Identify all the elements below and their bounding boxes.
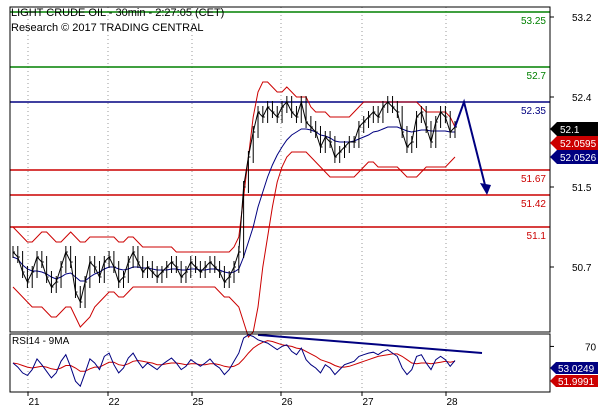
value-badge-label: 52.0526 <box>560 153 597 164</box>
bollinger-upper-line <box>12 81 456 253</box>
chart-title: LIGHT CRUDE OIL - 30min - 2:27:05 (CET) <box>11 7 224 19</box>
value-badge-upper-band: 52.0595 <box>550 136 598 150</box>
x-tick-label: 26 <box>281 397 293 408</box>
rsi-line <box>12 334 456 388</box>
x-tick-label: 25 <box>192 397 204 408</box>
y-tick-label: 51.5 <box>572 183 592 194</box>
level-label: 52.7 <box>527 71 547 82</box>
rsi-divergence-trendline <box>257 333 483 355</box>
rsi-ma-line <box>12 340 456 372</box>
price-panel-frame <box>9 6 551 333</box>
value-badge-label: 52.1 <box>560 125 580 136</box>
y-tick-label: 50.7 <box>572 263 592 274</box>
bollinger-lower-line <box>12 151 456 338</box>
rsi-badge-shape <box>550 362 598 374</box>
value-badge-last-price: 52.1 <box>550 122 598 136</box>
level-label: 52.35 <box>521 106 546 117</box>
value-badge-shape <box>550 150 598 164</box>
level-label: 53.25 <box>521 16 546 27</box>
value-badge-shape <box>550 122 598 136</box>
value-badge-shape <box>550 136 598 150</box>
level-label: 51.1 <box>527 231 547 242</box>
x-tick-label: 27 <box>362 397 374 408</box>
x-tick-label: 22 <box>108 397 120 408</box>
rsi-badge-rsi-ma: 51.9991 <box>550 375 598 388</box>
projection-arrow-line <box>454 98 487 190</box>
rsi-panel-title: RSI14 - 9MA <box>12 336 70 347</box>
level-label: 51.42 <box>521 199 546 210</box>
rsi-badge-label: 53.0249 <box>558 364 595 375</box>
rsi-panel-frame <box>9 333 551 393</box>
rsi-badge-rsi: 53.0249 <box>550 362 598 375</box>
price-close-line <box>12 100 456 304</box>
x-tick-label: 28 <box>446 397 458 408</box>
y-tick-label: 53.2 <box>572 13 592 24</box>
level-label: 51.67 <box>521 174 546 185</box>
rsi-badge-label: 51.9991 <box>558 377 595 388</box>
x-tick-label: 21 <box>28 397 40 408</box>
y-tick-label: 52.4 <box>572 93 592 104</box>
projection-arrow-head <box>480 183 491 195</box>
value-badge-label: 52.0595 <box>560 139 597 150</box>
chart-subtitle: Research © 2017 TRADING CENTRAL <box>11 22 204 34</box>
rsi-badge-shape <box>550 375 598 387</box>
value-badge-ma: 52.0526 <box>550 150 598 164</box>
rsi-y-tick-label: 70 <box>585 342 597 353</box>
